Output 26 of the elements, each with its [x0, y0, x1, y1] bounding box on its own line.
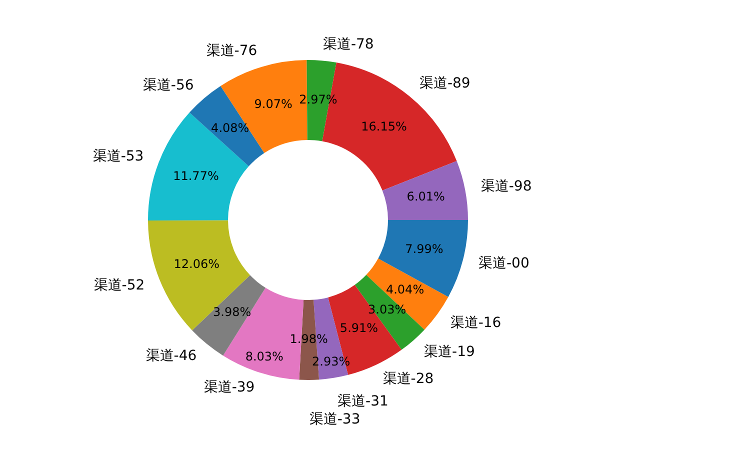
data-label: 8.03%: [245, 349, 284, 364]
data-label: 16.15%: [361, 119, 407, 134]
data-label: 3.98%: [213, 305, 252, 320]
slice-label: 渠道-31: [338, 393, 388, 410]
data-label: 11.77%: [173, 169, 219, 184]
slice-label: 渠道-00: [478, 255, 530, 272]
slice-label: 渠道-33: [309, 412, 360, 428]
slice-label: 渠道-76: [206, 43, 258, 60]
data-label: 6.01%: [406, 190, 445, 204]
slice-label: 渠道-53: [92, 148, 144, 165]
slice-label: 渠道-56: [142, 78, 194, 94]
data-label: 12.06%: [174, 256, 220, 271]
data-label: 7.99%: [405, 242, 444, 256]
data-label: 5.91%: [340, 320, 378, 335]
data-label: 4.04%: [386, 282, 424, 297]
slice-label: 渠道-78: [322, 36, 374, 52]
data-label: 4.08%: [211, 120, 250, 135]
slice-label: 渠道-46: [146, 348, 197, 364]
slice-label: 渠道-39: [204, 379, 255, 396]
slice-label: 渠道-98: [480, 178, 532, 195]
slice-label: 渠道-16: [450, 315, 502, 332]
data-label: 9.07%: [254, 97, 292, 112]
slice-label: 渠道-28: [382, 370, 434, 387]
slice-label: 渠道-89: [419, 75, 470, 92]
slice-label: 渠道-52: [94, 277, 145, 294]
slice-label: 渠道-19: [424, 344, 475, 360]
